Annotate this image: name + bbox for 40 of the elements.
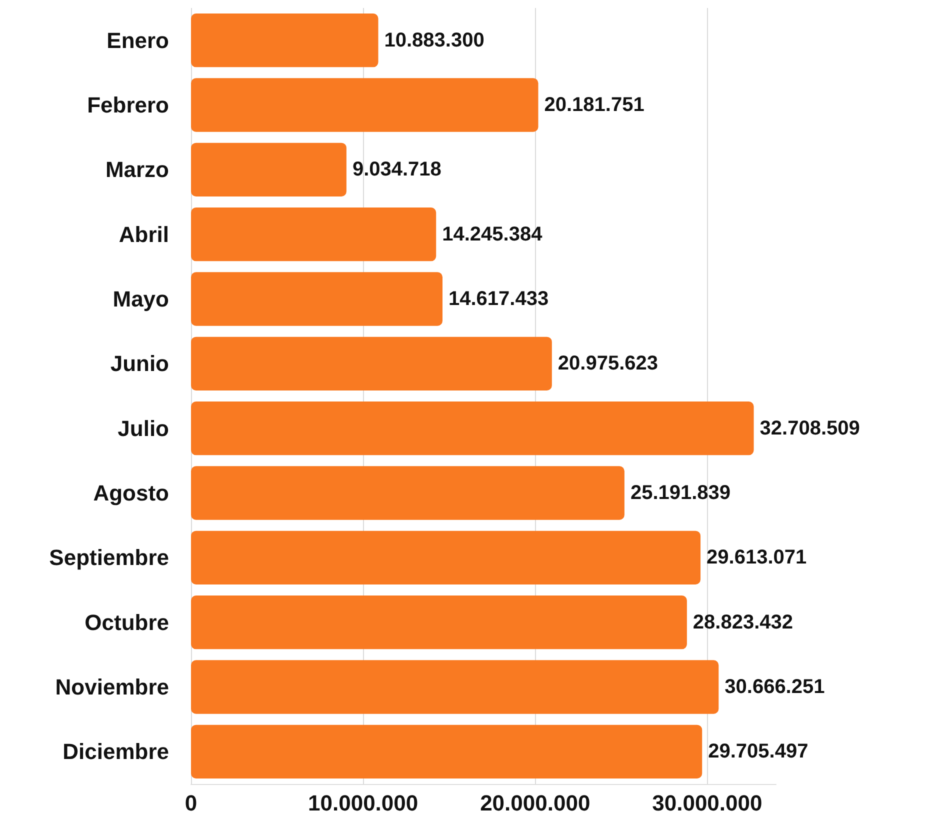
- x-tick-label: 20.000.000: [480, 790, 590, 816]
- bar: [191, 660, 719, 714]
- bar: [191, 595, 687, 650]
- y-tick-label: Octubre: [84, 610, 169, 635]
- bar: [191, 530, 701, 585]
- y-tick-label: Julio: [118, 416, 169, 441]
- data-label: 29.613.071: [706, 546, 807, 569]
- y-tick-label: Agosto: [93, 480, 169, 506]
- x-tick-label: 10.000.000: [308, 790, 418, 816]
- bar: [191, 466, 624, 520]
- bar: [191, 401, 754, 456]
- data-label: 14.617.433: [448, 288, 549, 310]
- y-tick-label: Marzo: [105, 157, 169, 182]
- data-label: 20.181.751: [544, 94, 644, 116]
- x-tick-label: 30.000.000: [652, 790, 762, 816]
- y-tick-label: Junio: [110, 351, 169, 376]
- bar: [191, 336, 552, 391]
- y-tick-label: Diciembre: [62, 739, 169, 764]
- data-label: 20.975.623: [558, 352, 658, 375]
- y-tick-label: Febrero: [87, 92, 169, 118]
- bar: [191, 142, 346, 197]
- data-label: 29.705.497: [708, 740, 808, 763]
- data-label: 30.666.251: [724, 676, 825, 698]
- data-label: 10.883.300: [384, 29, 484, 52]
- data-label: 28.823.432: [692, 611, 794, 634]
- y-tick-label: Enero: [106, 28, 169, 53]
- y-tick-label: Mayo: [112, 286, 169, 312]
- bar: [191, 13, 378, 68]
- y-tick-label: Septiembre: [49, 545, 169, 570]
- data-label: 32.708.509: [760, 417, 860, 440]
- bar: [191, 272, 443, 326]
- bar: [191, 724, 702, 779]
- data-label: 9.034.718: [352, 158, 442, 181]
- x-tick-label: 0: [184, 790, 198, 816]
- bar: [191, 207, 436, 262]
- data-label: 25.191.839: [630, 482, 731, 504]
- bar: [191, 78, 538, 132]
- data-label: 14.245.384: [442, 223, 544, 246]
- y-tick-label: Noviembre: [55, 674, 169, 700]
- y-tick-label: Abril: [118, 222, 169, 247]
